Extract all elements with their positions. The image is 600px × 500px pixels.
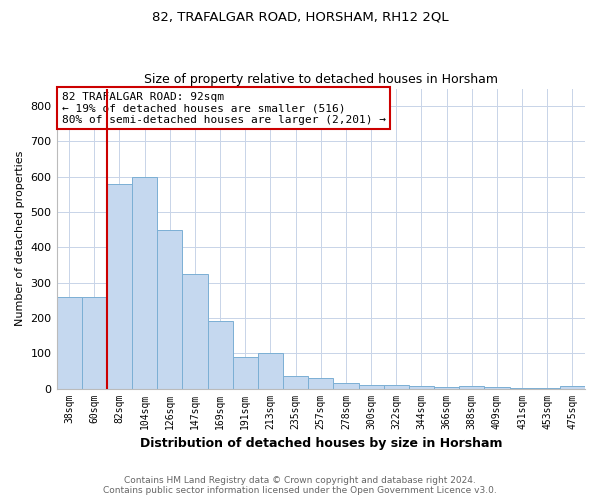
Bar <box>484 387 509 388</box>
Bar <box>409 386 434 388</box>
Bar <box>233 357 258 388</box>
Bar <box>132 177 157 388</box>
Bar <box>308 378 334 388</box>
Text: 82, TRAFALGAR ROAD, HORSHAM, RH12 2QL: 82, TRAFALGAR ROAD, HORSHAM, RH12 2QL <box>152 10 448 23</box>
Bar <box>258 354 283 388</box>
Bar <box>359 385 383 388</box>
Bar <box>107 184 132 388</box>
Text: Contains HM Land Registry data © Crown copyright and database right 2024.
Contai: Contains HM Land Registry data © Crown c… <box>103 476 497 495</box>
Bar <box>56 297 82 388</box>
Bar <box>383 385 409 388</box>
Bar <box>182 274 208 388</box>
Title: Size of property relative to detached houses in Horsham: Size of property relative to detached ho… <box>144 73 498 86</box>
X-axis label: Distribution of detached houses by size in Horsham: Distribution of detached houses by size … <box>140 437 502 450</box>
Bar <box>334 384 359 388</box>
Bar <box>208 322 233 388</box>
Bar <box>283 376 308 388</box>
Bar <box>560 386 585 388</box>
Y-axis label: Number of detached properties: Number of detached properties <box>15 151 25 326</box>
Bar <box>434 387 459 388</box>
Bar <box>157 230 182 388</box>
Bar <box>459 386 484 388</box>
Bar <box>82 297 107 388</box>
Text: 82 TRAFALGAR ROAD: 92sqm
← 19% of detached houses are smaller (516)
80% of semi-: 82 TRAFALGAR ROAD: 92sqm ← 19% of detach… <box>62 92 386 125</box>
